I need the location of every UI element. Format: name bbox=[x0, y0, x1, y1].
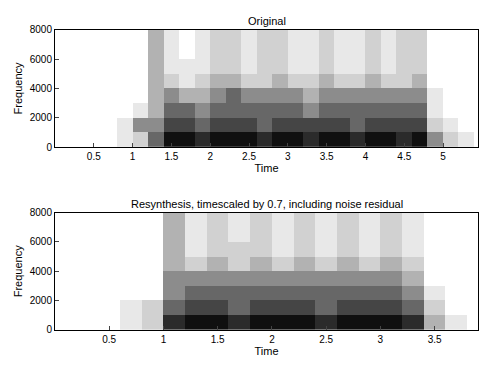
svg-text:Resynthesis, timescaled by 0.7: Resynthesis, timescaled by 0.7, includin… bbox=[131, 198, 403, 210]
svg-text:2.5: 2.5 bbox=[319, 334, 333, 345]
svg-text:1: 1 bbox=[130, 151, 136, 162]
svg-text:3: 3 bbox=[285, 151, 291, 162]
svg-text:Original: Original bbox=[248, 15, 286, 27]
svg-text:5: 5 bbox=[440, 151, 446, 162]
svg-text:Frequency: Frequency bbox=[12, 62, 24, 114]
svg-text:6000: 6000 bbox=[30, 236, 53, 247]
svg-text:2000: 2000 bbox=[30, 295, 53, 306]
svg-text:3.5: 3.5 bbox=[428, 334, 442, 345]
svg-text:3.5: 3.5 bbox=[320, 151, 334, 162]
svg-text:4.5: 4.5 bbox=[397, 151, 411, 162]
svg-text:8000: 8000 bbox=[30, 24, 53, 35]
svg-text:1.5: 1.5 bbox=[211, 334, 225, 345]
svg-text:6000: 6000 bbox=[30, 54, 53, 65]
svg-text:0: 0 bbox=[46, 142, 52, 153]
svg-text:2.5: 2.5 bbox=[242, 151, 256, 162]
svg-text:4000: 4000 bbox=[30, 83, 53, 94]
svg-text:1: 1 bbox=[161, 334, 167, 345]
svg-text:8000: 8000 bbox=[30, 207, 53, 218]
svg-text:2: 2 bbox=[207, 151, 213, 162]
svg-text:4000: 4000 bbox=[30, 266, 53, 277]
svg-text:0.5: 0.5 bbox=[87, 151, 101, 162]
svg-text:Time: Time bbox=[254, 345, 278, 357]
svg-text:Frequency: Frequency bbox=[12, 245, 24, 297]
svg-text:1.5: 1.5 bbox=[164, 151, 178, 162]
svg-text:3: 3 bbox=[378, 334, 384, 345]
svg-text:Time: Time bbox=[254, 162, 278, 174]
svg-text:4: 4 bbox=[363, 151, 369, 162]
svg-text:2: 2 bbox=[269, 334, 275, 345]
svg-text:0.5: 0.5 bbox=[102, 334, 116, 345]
svg-text:0: 0 bbox=[46, 324, 52, 335]
svg-text:2000: 2000 bbox=[30, 112, 53, 123]
